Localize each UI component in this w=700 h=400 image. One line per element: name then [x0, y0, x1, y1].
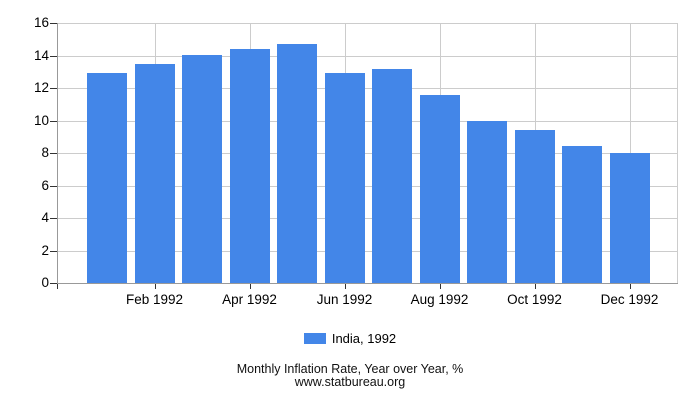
bar-Oct 1992 [514, 130, 555, 283]
bar-Jan 1992 [87, 73, 127, 283]
y-tick-2 [50, 250, 57, 252]
legend-label: India, 1992 [331, 331, 397, 346]
bar-Aug 1992 [419, 95, 460, 283]
y-tick-4 [50, 218, 57, 219]
y-axis-line [57, 23, 58, 284]
bar-May 1992 [277, 44, 317, 283]
x-axis-line [57, 283, 678, 284]
gridline-y-10 [57, 120, 678, 122]
plot-area [57, 23, 678, 283]
x-tick-label-Feb 1992: Feb 1992 [125, 292, 184, 307]
legend-swatch [303, 333, 326, 344]
x-tick-label-Jun 1992: Jun 1992 [316, 292, 373, 307]
gridline-y-16 [57, 23, 678, 24]
y-tick-label-0: 0 [41, 275, 49, 290]
x-tick-Dec 1992 [629, 284, 631, 289]
x-tick-Jun 1992 [344, 284, 346, 289]
bar-Apr 1992 [229, 49, 270, 283]
x-tick-Oct 1992 [534, 284, 536, 289]
gridline-y-4 [57, 218, 678, 219]
gridline-y-2 [57, 250, 678, 252]
bar-Feb 1992 [134, 64, 175, 283]
y-tick-label-10: 10 [33, 112, 49, 128]
x-tick-label-Aug 1992: Aug 1992 [410, 292, 469, 307]
chart-title: Monthly Inflation Rate, Year over Year, … [236, 362, 464, 376]
bar-Jun 1992 [324, 73, 365, 283]
bar-Nov 1992 [562, 146, 602, 283]
y-tick-12 [50, 88, 57, 89]
x-tick-label-Apr 1992: Apr 1992 [222, 292, 277, 307]
chart-caption: Monthly Inflation Rate, Year over Year, … [0, 363, 700, 389]
y-tick-10 [50, 120, 57, 122]
y-tick-6 [50, 185, 57, 187]
y-tick-label-8: 8 [41, 145, 49, 160]
bar-Jul 1992 [372, 69, 412, 283]
y-tick-label-4: 4 [41, 210, 49, 225]
chart-source: www.statbureau.org [294, 375, 406, 389]
y-tick-label-12: 12 [33, 80, 49, 95]
y-tick-label-6: 6 [41, 177, 49, 193]
bar-Sep 1992 [467, 121, 507, 283]
gridline-y-14 [57, 55, 678, 57]
y-tick-8 [50, 153, 57, 154]
y-tick-0 [50, 283, 57, 284]
plot-right-border [677, 23, 678, 283]
gridline-y-12 [57, 88, 678, 89]
gridline-y-8 [57, 153, 678, 154]
x-tick-label-Oct 1992: Oct 1992 [507, 292, 562, 307]
y-tick-16 [50, 23, 57, 24]
bar-Mar 1992 [182, 55, 222, 283]
x-tick-Feb 1992 [154, 284, 156, 289]
x-tick-Aug 1992 [439, 284, 441, 289]
x-tick-Apr 1992 [249, 284, 251, 289]
x-tick-origin [57, 284, 58, 289]
y-tick-14 [50, 55, 57, 57]
gridline-y-6 [57, 185, 678, 187]
legend: India, 1992 [0, 331, 700, 346]
x-tick-label-Dec 1992: Dec 1992 [600, 292, 659, 307]
y-tick-label-2: 2 [41, 242, 49, 258]
y-tick-label-14: 14 [33, 47, 49, 63]
bar-Dec 1992 [609, 153, 650, 283]
y-tick-label-16: 16 [33, 15, 49, 30]
